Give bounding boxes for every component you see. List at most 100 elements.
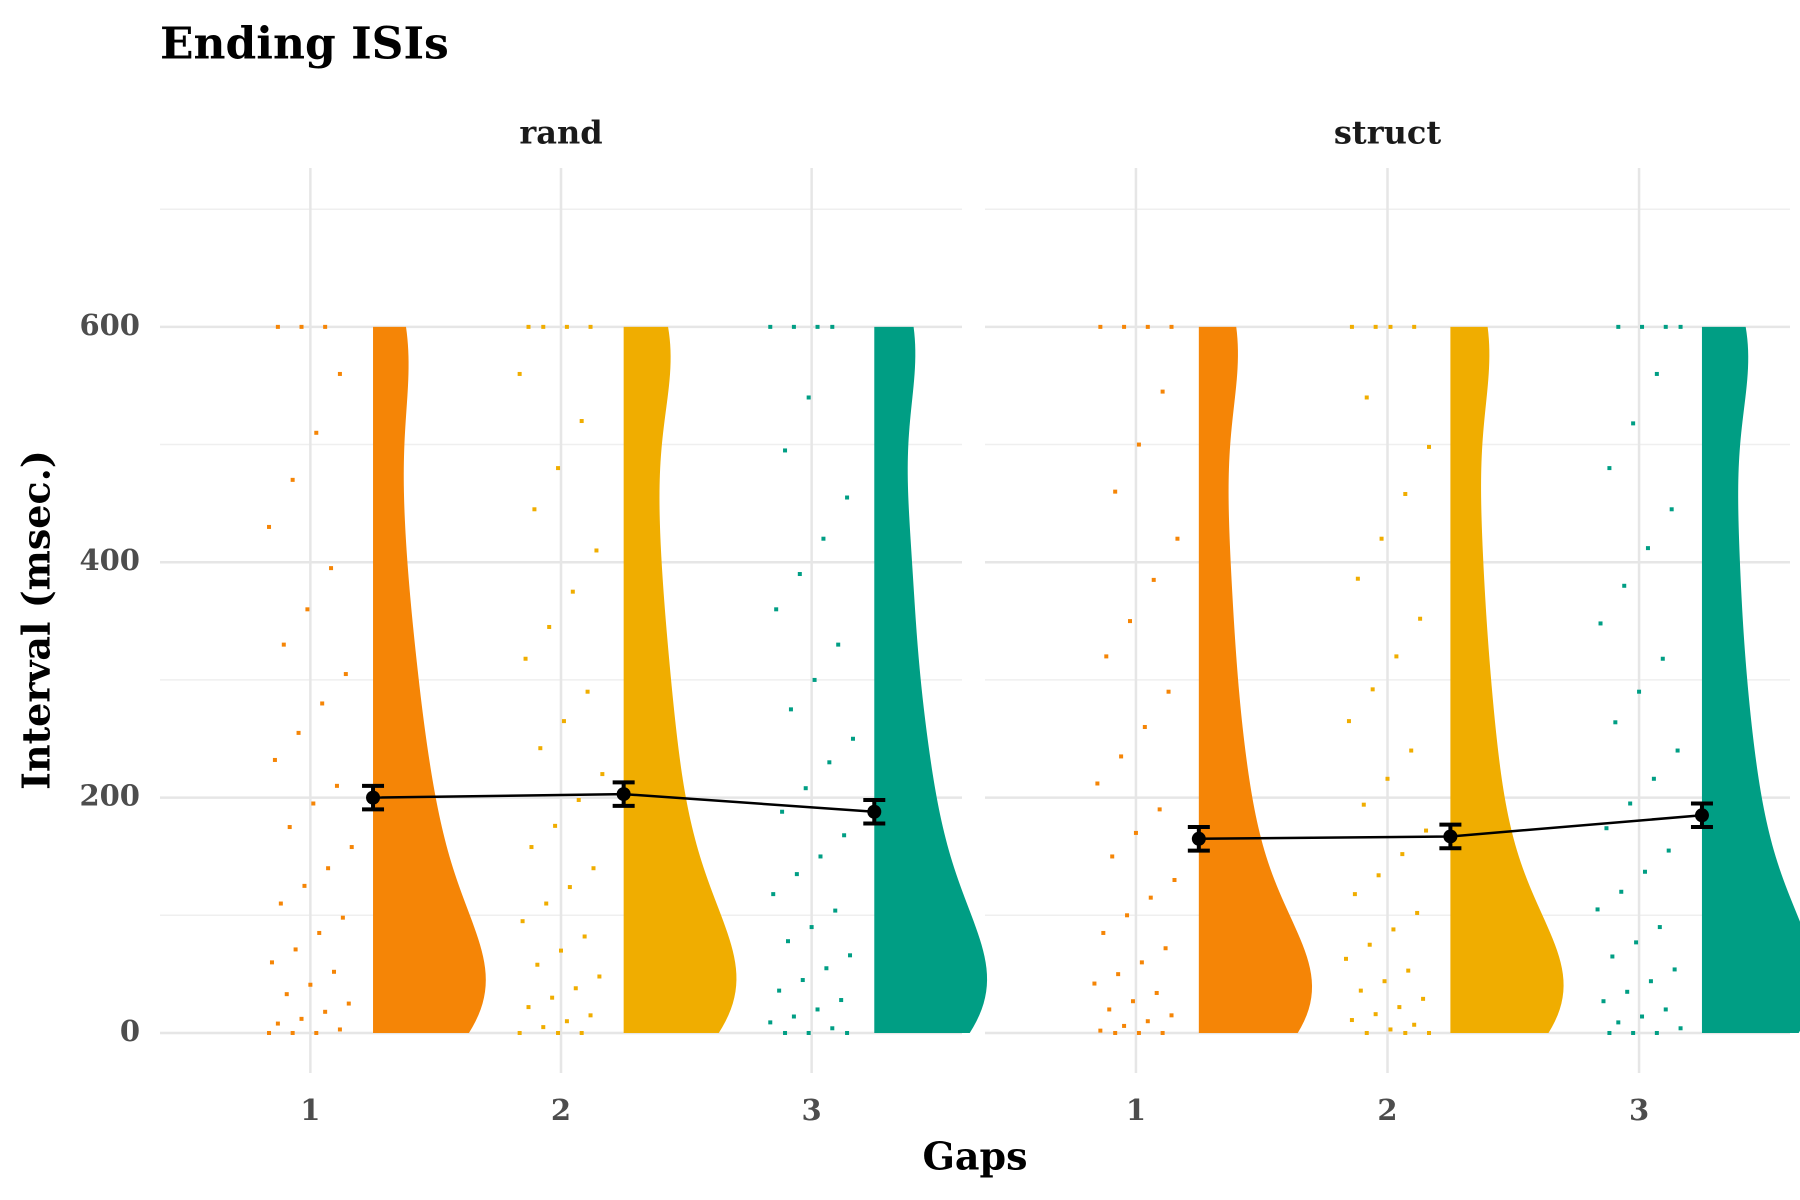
y-tick-label: 200	[79, 779, 140, 813]
data-point	[1145, 324, 1150, 329]
data-point	[293, 947, 298, 952]
data-point	[311, 801, 316, 806]
data-point	[570, 589, 575, 594]
violin	[874, 326, 988, 1033]
data-point	[1160, 1030, 1165, 1035]
x-tick-label: 2	[551, 1093, 571, 1127]
data-point	[334, 783, 339, 788]
data-point	[1373, 1012, 1378, 1017]
data-point	[275, 1021, 280, 1026]
data-point	[1610, 954, 1615, 959]
data-point	[1352, 892, 1357, 897]
data-point	[1418, 616, 1423, 621]
data-point	[809, 925, 814, 930]
data-point	[1663, 324, 1668, 329]
data-point	[1169, 324, 1174, 329]
data-point	[346, 1001, 351, 1006]
data-point	[1376, 873, 1381, 878]
data-point	[296, 730, 301, 735]
data-point	[1364, 395, 1369, 400]
data-point	[585, 689, 590, 694]
data-point	[794, 872, 799, 877]
x-tick-label: 1	[1126, 1093, 1146, 1127]
data-point	[1379, 536, 1384, 541]
data-point	[1400, 852, 1405, 857]
x-tick-label: 3	[802, 1093, 822, 1127]
data-point	[1355, 576, 1360, 581]
data-point	[1427, 444, 1432, 449]
data-point	[332, 969, 337, 974]
data-point	[314, 1030, 319, 1035]
data-point	[1133, 830, 1138, 835]
data-point	[594, 548, 599, 553]
data-point	[1125, 913, 1130, 918]
data-point	[1412, 324, 1417, 329]
data-point	[1403, 1030, 1408, 1035]
data-point	[529, 845, 534, 850]
data-point	[812, 677, 817, 682]
data-point	[1122, 324, 1127, 329]
data-point	[1421, 996, 1426, 1001]
data-point	[326, 866, 331, 871]
data-point	[1367, 942, 1372, 947]
data-point	[520, 919, 525, 924]
data-point	[768, 324, 773, 329]
data-point	[788, 707, 793, 712]
data-point	[845, 495, 850, 500]
data-point	[349, 845, 354, 850]
data-point	[1157, 807, 1162, 812]
data-point	[1364, 1030, 1369, 1035]
mean-point	[867, 804, 882, 819]
data-point	[1139, 960, 1144, 965]
y-tick-label: 0	[120, 1014, 140, 1048]
data-point	[1095, 781, 1100, 786]
data-point	[1648, 979, 1653, 984]
data-point	[541, 1025, 546, 1030]
data-point	[591, 866, 596, 871]
data-point	[1607, 466, 1612, 471]
violin	[1450, 326, 1564, 1033]
data-point	[337, 371, 342, 376]
data-point	[1151, 577, 1156, 582]
data-point	[275, 324, 280, 329]
data-point	[290, 1030, 295, 1035]
data-point	[1601, 999, 1606, 1004]
data-point	[1654, 371, 1659, 376]
data-point	[1675, 748, 1680, 753]
data-point	[1631, 1030, 1636, 1035]
data-point	[526, 324, 531, 329]
data-point	[299, 324, 304, 329]
chart-title: Ending ISIs	[160, 19, 449, 70]
data-point	[1672, 967, 1677, 972]
data-point	[1343, 956, 1348, 961]
data-point	[582, 934, 587, 939]
data-point	[272, 757, 277, 762]
data-point	[1385, 776, 1390, 781]
data-point	[1604, 826, 1609, 831]
data-point	[573, 986, 578, 991]
data-point	[1669, 507, 1674, 512]
data-point	[1166, 689, 1171, 694]
data-point	[833, 908, 838, 913]
data-point	[1163, 946, 1168, 951]
data-point	[550, 995, 555, 1000]
data-point	[774, 607, 779, 612]
data-point	[1637, 689, 1642, 694]
data-point	[1169, 1013, 1174, 1018]
data-point	[806, 395, 811, 400]
data-point	[791, 324, 796, 329]
data-point	[1128, 619, 1133, 624]
data-point	[815, 1007, 820, 1012]
data-point	[785, 939, 790, 944]
data-point	[800, 978, 805, 983]
data-point	[567, 885, 572, 890]
data-point	[1663, 1007, 1668, 1012]
data-point	[267, 524, 272, 529]
data-point	[538, 746, 543, 751]
data-point	[287, 825, 292, 830]
data-point	[544, 901, 549, 906]
data-point	[815, 324, 820, 329]
data-point	[1616, 1020, 1621, 1025]
data-point	[1631, 421, 1636, 426]
